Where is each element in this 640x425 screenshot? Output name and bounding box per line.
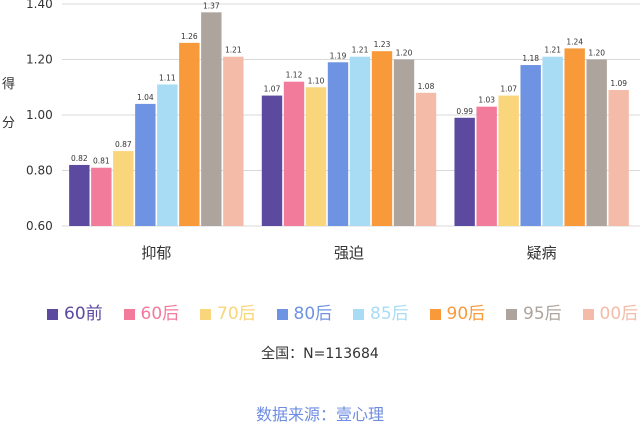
legend-swatch [353,308,364,320]
legend-item: 95后 [506,302,562,326]
legend-label: 60后 [140,304,180,324]
bar [371,51,393,226]
bar-value-label: 1.11 [159,73,176,82]
bar [498,95,519,226]
y-tick-label: 0.60 [26,219,53,233]
bar-value-label: 1.37 [203,1,220,10]
bar-value-label: 1.07 [500,85,517,94]
bar [327,62,349,227]
bar-value-label: 1.10 [308,76,325,85]
bar-value-label: 1.09 [610,79,627,88]
legend-swatch [582,308,594,320]
legend-label: 90后 [446,304,486,324]
legend-swatch [47,308,58,320]
legend-label: 85后 [370,304,409,324]
bar [201,12,222,227]
y-tick-label: 1.20 [26,53,53,67]
bar-value-label: 1.07 [264,85,281,94]
x-category-label: 疑病 [527,244,557,262]
bar-value-label: 0.81 [93,157,110,166]
legend-label: 70后 [217,304,256,324]
bar-value-label: 1.23 [374,40,391,49]
bar-value-label: 0.82 [71,154,88,163]
bar-value-label: 1.21 [225,46,242,55]
bar-value-label: 1.04 [137,93,154,102]
bar-value-label: 1.21 [544,46,561,55]
bar [415,92,437,226]
y-axis-label-char: 分 [2,116,15,131]
legend-label: 95后 [523,304,562,324]
legend-label: 60前 [64,304,103,324]
legend-label: 00后 [599,304,639,324]
legend-item: 85后 [353,302,409,326]
y-tick-label: 1.40 [26,0,53,11]
bar [349,56,371,226]
bar [520,65,541,226]
legend-swatch [276,308,288,320]
x-category-label: 强迫 [334,244,364,262]
bar-value-label: 1.12 [286,71,303,80]
legend-item: 00后 [582,302,639,326]
bar [69,164,90,226]
bar [179,42,200,226]
bar [564,48,585,227]
legend-item: 90后 [429,302,486,326]
legend-item: 80后 [276,302,333,326]
bar-value-label: 1.18 [522,54,539,63]
bar [223,56,244,226]
bar-chart: 0.60 0.80 1.00 1.20 1.40 得分 0.82 0.81 0.87 1.04 1.… [2,0,640,262]
legend-swatch [123,308,135,320]
bar [261,95,283,226]
bar [91,167,112,226]
bar-value-label: 0.87 [115,140,132,149]
bar-value-label: 1.08 [418,82,435,91]
legend-item: 70后 [200,302,256,326]
chart-legend: 60前 60后 70后 80后 85后 90后 95后 00后 [0,300,640,330]
bar-value-label: 1.20 [396,49,413,58]
bar-value-label: 1.26 [181,32,198,41]
bar [542,56,563,226]
legend-swatch [506,308,517,320]
bar-value-label: 0.99 [456,107,473,116]
y-axis-label-char: 得 [2,76,15,92]
legend-item: 60后 [123,302,180,326]
bar [608,90,629,227]
bar [586,59,607,226]
sample-size-note: 全国：N=113684 [261,346,379,362]
bar [157,84,178,226]
data-source-note: 数据来源：壹心理 [255,405,384,424]
bar [393,59,415,226]
bar [454,117,475,226]
bar-value-label: 1.03 [478,96,495,105]
bar-value-label: 1.19 [330,51,347,60]
legend-swatch [429,308,441,320]
legend-swatch [200,308,211,320]
bar [283,81,305,226]
y-tick-label: 1.00 [26,108,53,122]
bar [113,151,134,226]
bar-value-label: 1.20 [588,49,605,58]
bar-value-label: 1.21 [352,46,369,55]
y-tick-label: 0.80 [26,164,53,178]
legend-item: 60前 [47,302,103,326]
bar [305,87,327,226]
bar [135,103,156,226]
bar [476,106,497,226]
bar-value-label: 1.24 [566,37,583,46]
x-category-label: 抑郁 [141,244,171,262]
legend-label: 80后 [293,304,333,324]
